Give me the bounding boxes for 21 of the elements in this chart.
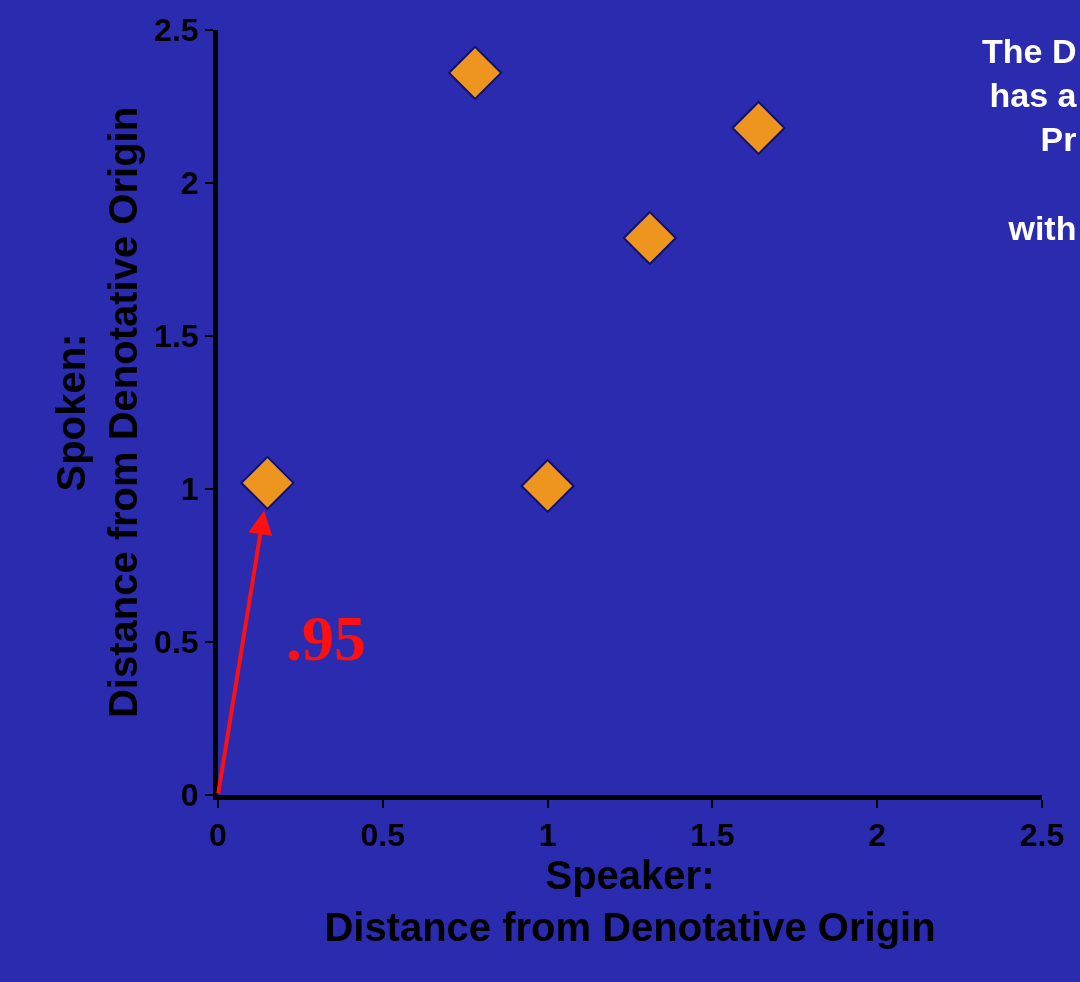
x-tick-label: 2: [868, 817, 887, 854]
x-tick-label: 1.5: [690, 817, 735, 854]
x-axis-title: Speaker: Distance from Denotative Origin: [324, 853, 936, 950]
point: [520, 458, 575, 513]
point: [240, 455, 295, 510]
y-tick-label: 1.5: [154, 318, 199, 355]
x-tick-label: 1: [538, 817, 557, 854]
y-tick-label: 2: [180, 165, 199, 202]
annotation: .95: [286, 603, 366, 674]
point: [448, 45, 503, 100]
y-tick-label: 1: [180, 471, 199, 508]
y-tick-label: 0.5: [154, 624, 199, 661]
y-axis-title: Spoken: Distance from Denotative Origin: [48, 106, 145, 719]
x-tick-label: 0.5: [360, 817, 406, 854]
text: The D has a Pr with: [982, 32, 1077, 247]
y-tick-label: 2.5: [154, 12, 199, 49]
x-tick-label: 2.5: [1019, 817, 1065, 854]
y-tick-label: 0: [180, 777, 199, 814]
point: [731, 100, 786, 155]
point: [622, 211, 677, 266]
x-tick-label: 0: [209, 817, 227, 854]
